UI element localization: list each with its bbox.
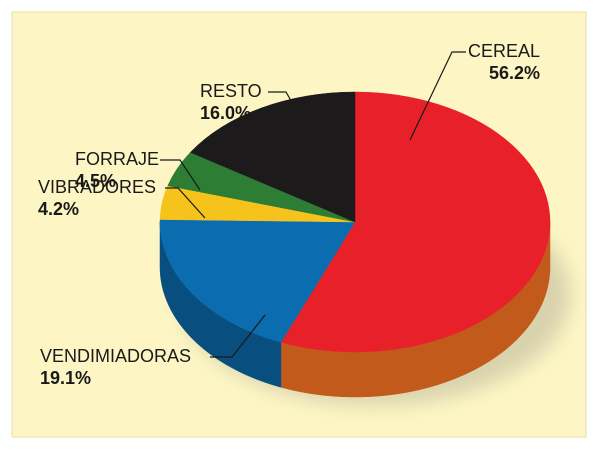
slice-value-label: 16.0% <box>200 103 251 123</box>
slice-value-label: 19.1% <box>40 368 91 388</box>
slice-label: CEREAL <box>468 41 540 61</box>
slice <box>159 219 356 343</box>
slice-label: VENDIMIADORAS <box>40 346 191 366</box>
slice-value-label: 56.2% <box>489 63 540 83</box>
slice-value-label: 4.2% <box>38 199 79 219</box>
leader-line <box>409 51 466 141</box>
pie <box>159 91 551 398</box>
slice-label: VIBRADORES <box>38 177 156 197</box>
leader-line <box>210 314 266 358</box>
leader-line <box>268 91 306 126</box>
slice <box>189 91 356 223</box>
leader-line <box>165 187 206 219</box>
leader-line <box>160 159 201 191</box>
slice <box>280 91 551 353</box>
slice-value-label: 4.5% <box>75 171 116 191</box>
slice-label: RESTO <box>200 81 262 101</box>
slice-label: FORRAJE <box>75 149 159 169</box>
